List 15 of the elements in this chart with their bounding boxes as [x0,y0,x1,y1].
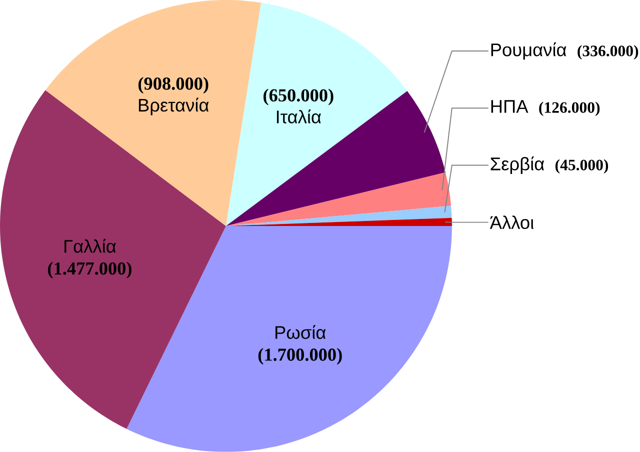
data-label: (45.000) [555,159,608,174]
slice-label: Ιταλία [276,110,321,124]
data-label: (126.000) [539,102,600,116]
slice-label: Άλλοι [490,216,534,230]
data-label: (1.477.000) [48,262,132,278]
slice-label: Ρωσία [276,325,326,340]
slice-label: Γαλλία [64,238,116,253]
data-label: (650.000) [264,88,334,106]
slice-label: Βρετανία [138,98,209,116]
data-label: (336.000) [578,45,638,60]
data-label: (908.000) [138,77,208,94]
data-label: (1.700.000) [258,348,342,365]
slice-label: Σερβία [490,156,544,174]
slice-label: Ρουμανία [491,42,566,60]
slice-label: ΗΠΑ [491,100,528,113]
